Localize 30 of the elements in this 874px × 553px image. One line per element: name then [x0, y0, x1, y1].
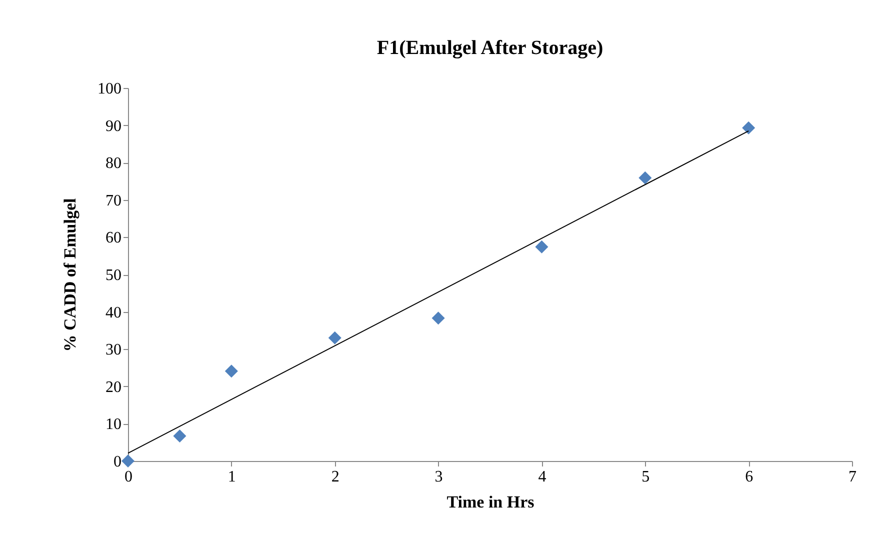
- point: [535, 240, 548, 254]
- point: [328, 331, 342, 344]
- y-tick-label: 100: [98, 80, 122, 98]
- y-tick-label: 70: [106, 192, 122, 210]
- y-axis-title: % CADD of Emulgel: [60, 198, 80, 352]
- y-tick-label: 30: [106, 342, 122, 359]
- point: [121, 454, 135, 468]
- x-tick-label: 4: [538, 468, 546, 486]
- x-tick-label: 5: [642, 468, 650, 486]
- x-tick-label: 3: [434, 468, 443, 486]
- y-tick-label: 50: [106, 267, 122, 284]
- y-tick-label: 40: [106, 304, 122, 322]
- y-tick-label: 60: [106, 230, 122, 247]
- y-tick-label: 0: [114, 454, 122, 470]
- x-tick-label: 0: [124, 468, 132, 486]
- y-tick-label: 80: [106, 155, 122, 172]
- y-tick-label: 10: [106, 416, 122, 434]
- point: [224, 364, 238, 378]
- point: [173, 429, 186, 443]
- x-tick-label: 6: [745, 468, 754, 486]
- x-tick-label: 1: [228, 468, 236, 486]
- point: [432, 312, 445, 325]
- point: [638, 171, 652, 184]
- x-tick-label: 7: [848, 468, 856, 486]
- y-tick-label: 90: [106, 118, 122, 135]
- x-tick-label: 2: [331, 468, 340, 486]
- x-axis-title: Time in Hrs: [446, 492, 535, 512]
- chart-title: F1(Emulgel After Storage): [376, 37, 604, 59]
- y-tick-label: 20: [106, 378, 122, 396]
- point: [742, 121, 756, 134]
